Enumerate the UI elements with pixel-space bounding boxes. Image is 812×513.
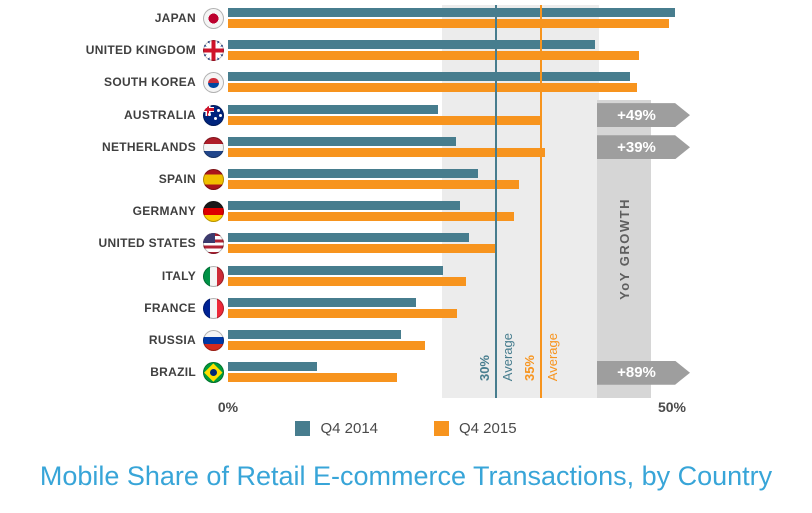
yoy-growth-label: YoY GROWTH xyxy=(616,198,632,300)
country-label-au: AUSTRALIA xyxy=(123,107,196,122)
legend-label-q4-2014: Q4 2014 xyxy=(320,420,378,437)
bar-kr-q4-2015 xyxy=(228,83,638,93)
bar-fr-q4-2014 xyxy=(228,297,416,307)
country-label-ru: RUSSIA xyxy=(148,333,196,347)
bar-uk-q4-2015 xyxy=(228,51,640,61)
legend-swatch-q4-2014 xyxy=(295,421,311,436)
bar-au-q4-2015 xyxy=(228,115,541,125)
bar-de-q4-2015 xyxy=(228,212,515,222)
plot-highlight-band xyxy=(442,5,599,398)
legend-label-q4-2015: Q4 2015 xyxy=(459,420,517,437)
bar-kr-q4-2014 xyxy=(228,72,631,82)
bar-nl-q4-2015 xyxy=(228,147,546,157)
country-label-it: ITALY xyxy=(161,268,196,283)
bar-de-q4-2014 xyxy=(228,201,461,211)
flag-nl-icon xyxy=(203,136,224,158)
bar-it-q4-2015 xyxy=(228,276,466,286)
x-axis-tick-50: 50% xyxy=(657,399,687,415)
flag-us-icon xyxy=(203,233,224,255)
country-label-br: BRAZIL xyxy=(150,365,196,380)
flag-au-icon xyxy=(203,104,224,126)
country-label-nl: NETHERLANDS xyxy=(102,139,196,154)
yoy-badge-br: +89% xyxy=(597,360,690,385)
average-line-35% xyxy=(539,5,542,398)
bar-au-q4-2014 xyxy=(228,104,439,114)
bar-ru-q4-2014 xyxy=(228,330,401,339)
flag-uk-icon xyxy=(203,40,224,62)
bar-us-q4-2014 xyxy=(228,233,470,243)
average-line-30% xyxy=(495,5,498,398)
country-label-uk: UNITED KINGDOM xyxy=(85,43,196,58)
country-label-fr: FRANCE xyxy=(144,300,196,315)
average-value-label-30%: 30% xyxy=(477,354,493,381)
country-label-jp: JAPAN xyxy=(154,11,196,25)
flag-it-icon xyxy=(203,265,224,287)
bar-fr-q4-2015 xyxy=(228,308,457,318)
flag-fr-icon xyxy=(203,297,224,319)
bar-es-q4-2014 xyxy=(228,169,479,178)
flag-ru-icon xyxy=(203,330,224,351)
flag-jp-icon xyxy=(203,8,224,29)
flag-kr-icon xyxy=(203,72,224,94)
yoy-badge-au: +49% xyxy=(597,103,690,128)
flag-es-icon xyxy=(203,169,224,190)
average-value-label-35%: 35% xyxy=(521,354,537,381)
country-label-us: UNITED STATES xyxy=(98,236,196,251)
bar-br-q4-2015 xyxy=(228,373,397,383)
country-label-de: GERMANY xyxy=(132,204,196,219)
bar-jp-q4-2015 xyxy=(228,19,669,28)
chart-title: Mobile Share of Retail E-commerce Transa… xyxy=(39,461,773,491)
flag-de-icon xyxy=(203,201,224,223)
bar-us-q4-2015 xyxy=(228,244,497,254)
bar-jp-q4-2014 xyxy=(228,8,675,17)
average-text-label-35%: Average xyxy=(544,332,560,381)
legend-swatch-q4-2015 xyxy=(434,421,449,436)
country-label-es: SPAIN xyxy=(158,172,196,186)
bar-it-q4-2014 xyxy=(228,265,443,275)
flag-br-icon xyxy=(203,362,224,384)
yoy-badge-nl: +39% xyxy=(597,135,690,160)
country-label-kr: SOUTH KOREA xyxy=(104,75,196,90)
bar-nl-q4-2014 xyxy=(228,136,456,146)
legend: Q4 2014 Q4 2015 xyxy=(0,420,812,437)
bar-br-q4-2014 xyxy=(228,362,318,372)
average-text-label-30%: Average xyxy=(500,332,516,381)
bar-uk-q4-2014 xyxy=(228,40,595,50)
legend-item-q4-2014: Q4 2014 xyxy=(295,420,378,437)
x-axis-tick-0: 0% xyxy=(217,399,239,415)
legend-item-q4-2015: Q4 2015 xyxy=(434,420,517,437)
bar-ru-q4-2015 xyxy=(228,341,425,350)
bar-es-q4-2015 xyxy=(228,180,519,189)
